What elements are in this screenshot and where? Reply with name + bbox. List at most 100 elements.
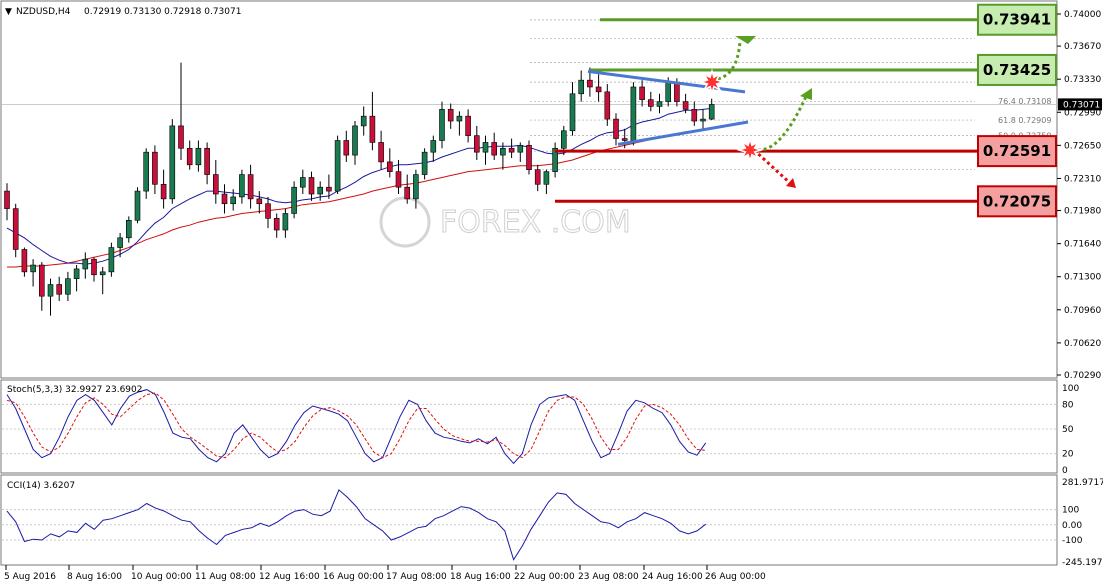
candle-body	[621, 138, 628, 141]
price-tick-label: 0.73330	[1064, 75, 1101, 85]
candle-body	[508, 147, 515, 153]
candle-body	[308, 177, 315, 195]
breakout-burst-top	[698, 68, 726, 96]
candle-body	[439, 109, 445, 141]
candle-body	[552, 147, 558, 172]
candle-body	[4, 190, 10, 209]
cci-axis-label: 281.9717	[1062, 478, 1103, 488]
candle-body	[386, 161, 393, 172]
price-tick-label: 0.74000	[1064, 10, 1101, 20]
candle-body	[630, 86, 637, 141]
candle-body	[517, 145, 524, 153]
candle-body	[456, 115, 463, 122]
breakout-burst-bottom	[736, 136, 764, 164]
price-tick-label: 0.72990	[1064, 108, 1101, 118]
cci-panel	[0, 474, 1058, 566]
cci-axis-label: 0.00	[1062, 521, 1082, 531]
candle-body	[491, 142, 498, 156]
stoch-axis-label: 100	[1062, 384, 1079, 394]
candle-body	[674, 81, 680, 102]
candle-body	[326, 186, 332, 192]
candle-body	[691, 109, 698, 122]
time-tick-label: 24 Aug 16:00	[642, 572, 703, 582]
candle-body	[239, 174, 245, 198]
stoch-axis-label: 80	[1062, 400, 1074, 410]
level-box	[977, 53, 1057, 86]
main-panel	[0, 0, 1058, 379]
candle-body	[299, 177, 306, 188]
arrow-head-down	[786, 178, 796, 188]
candle-body	[560, 130, 567, 149]
time-tick-label: 26 Aug 00:00	[705, 572, 766, 582]
cci-indicator: 281.9717 100 0.00 -100 -245.1973	[2, 478, 1103, 568]
price-axis: 0.74000 0.73670 0.73330 0.72990 0.72650 0.723…	[1057, 10, 1102, 381]
chart-header-arrow[interactable]: ▼	[5, 7, 12, 17]
candle-body	[413, 174, 419, 200]
time-tick-label: 12 Aug 16:00	[259, 572, 320, 582]
candle-body	[587, 79, 593, 88]
candle-body	[108, 247, 115, 273]
fib-label: 61.8 0.72909	[998, 116, 1051, 125]
candle-body	[221, 193, 228, 205]
price-tick-label: 0.71640	[1064, 240, 1101, 250]
candle-body	[143, 151, 149, 192]
price-tick-label: 0.73670	[1064, 42, 1101, 52]
stoch-panel	[0, 379, 1058, 474]
candle-body	[334, 140, 341, 192]
level-box	[977, 3, 1057, 36]
candle-body	[65, 278, 71, 295]
candle-body	[708, 104, 715, 120]
time-tick-label: 22 Aug 00:00	[514, 572, 575, 582]
level-label: 0.72591	[983, 142, 1051, 160]
candle-body	[291, 186, 297, 214]
candle-body	[700, 118, 706, 122]
candle-body	[273, 218, 280, 231]
arrow-head-up-2	[800, 88, 812, 100]
candle-body	[465, 115, 471, 136]
candle-body	[369, 115, 376, 143]
candle-body	[160, 183, 167, 200]
candle-body	[378, 142, 384, 163]
candle-body	[343, 140, 350, 156]
time-tick-label: 16 Aug 00:00	[323, 572, 384, 582]
price-tick-label: 0.71300	[1064, 273, 1101, 283]
stoch-signal-line	[6, 392, 706, 459]
candle-body	[604, 91, 611, 120]
candle-body	[500, 147, 506, 156]
chart-symbol: NZDUSD,H4	[16, 7, 71, 17]
stochastic-indicator: 100 80 50 20 0	[2, 384, 1079, 476]
candle-body	[613, 118, 619, 139]
candle-body	[213, 174, 219, 195]
arrow-up-1	[711, 39, 742, 82]
cci-title: CCI(14) 3.6207	[7, 481, 75, 491]
candle-body	[647, 99, 654, 107]
candle-body	[73, 268, 80, 279]
candle-body	[665, 81, 672, 102]
arrow-head-up-1	[735, 36, 756, 44]
cci-axis-label: -245.1973	[1062, 558, 1103, 568]
lower-trendline	[617, 120, 749, 146]
time-tick-label: 18 Aug 16:00	[450, 572, 511, 582]
candle-body	[56, 284, 63, 295]
stoch-main-line	[6, 389, 707, 465]
candle-body	[543, 171, 550, 185]
candle-body	[656, 101, 663, 107]
candle-body	[230, 196, 236, 205]
candle-body	[526, 145, 532, 170]
candle-body	[395, 171, 402, 188]
candle-body	[256, 198, 263, 205]
price-tick-label: 0.72310	[1064, 174, 1101, 184]
candle-body	[195, 147, 202, 166]
stoch-title: Stoch(5,3,3) 32.9927 23.6902	[7, 385, 142, 395]
candle-body	[12, 208, 19, 250]
time-axis: 5 Aug 2016 8 Aug 16:00 10 Aug 00:00 11 Aug …	[4, 565, 766, 582]
candle-body	[134, 190, 141, 221]
candle-body	[186, 147, 193, 166]
level-label: 0.72075	[983, 192, 1051, 210]
candle-body	[178, 125, 184, 149]
chart-ohlc: 0.72919 0.73130 0.72918 0.73071	[84, 7, 241, 17]
time-tick-label: 5 Aug 2016	[4, 572, 56, 582]
time-tick-label: 23 Aug 08:00	[578, 572, 639, 582]
time-tick-label: 10 Aug 00:00	[131, 572, 192, 582]
